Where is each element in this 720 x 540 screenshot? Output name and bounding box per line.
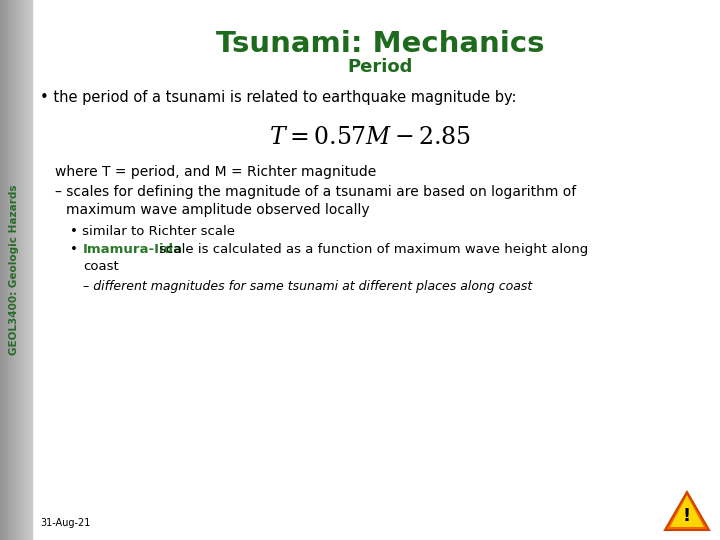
Bar bbox=[11, 0, 12, 540]
Text: 18: 18 bbox=[686, 518, 700, 528]
Bar bbox=[3, 0, 4, 540]
Bar bbox=[22, 0, 23, 540]
Text: $T = 0.57M - 2.85$: $T = 0.57M - 2.85$ bbox=[269, 125, 471, 149]
Bar bbox=[15, 0, 16, 540]
Bar bbox=[0, 0, 1, 540]
Bar bbox=[26, 0, 27, 540]
Bar bbox=[29, 0, 30, 540]
Bar bbox=[28, 0, 29, 540]
Bar bbox=[8, 0, 9, 540]
Bar bbox=[12, 0, 13, 540]
Text: Period: Period bbox=[347, 58, 413, 76]
Bar bbox=[14, 0, 15, 540]
Bar bbox=[4, 0, 5, 540]
Text: maximum wave amplitude observed locally: maximum wave amplitude observed locally bbox=[66, 203, 369, 217]
Bar bbox=[10, 0, 11, 540]
Bar bbox=[18, 0, 19, 540]
Bar bbox=[24, 0, 25, 540]
Text: • the period of a tsunami is related to earthquake magnitude by:: • the period of a tsunami is related to … bbox=[40, 90, 516, 105]
Text: •: • bbox=[70, 243, 82, 256]
Text: GEOL3400: Geologic Hazards: GEOL3400: Geologic Hazards bbox=[9, 185, 19, 355]
Text: 31-Aug-21: 31-Aug-21 bbox=[40, 518, 91, 528]
Bar bbox=[6, 0, 7, 540]
Bar bbox=[27, 0, 28, 540]
Bar bbox=[25, 0, 26, 540]
Bar bbox=[19, 0, 20, 540]
Text: !: ! bbox=[683, 507, 691, 524]
Text: – different magnitudes for same tsunami at different places along coast: – different magnitudes for same tsunami … bbox=[83, 280, 532, 293]
Text: • similar to Richter scale: • similar to Richter scale bbox=[70, 225, 235, 238]
Bar bbox=[9, 0, 10, 540]
Bar bbox=[23, 0, 24, 540]
Bar bbox=[1, 0, 2, 540]
Text: where T = period, and M = Richter magnitude: where T = period, and M = Richter magnit… bbox=[55, 165, 377, 179]
Bar bbox=[21, 0, 22, 540]
Bar bbox=[7, 0, 8, 540]
Bar bbox=[17, 0, 18, 540]
Text: – scales for defining the magnitude of a tsunami are based on logarithm of: – scales for defining the magnitude of a… bbox=[55, 185, 576, 199]
Text: Imamura-Iida: Imamura-Iida bbox=[83, 243, 183, 256]
Bar bbox=[16, 0, 17, 540]
Bar bbox=[31, 0, 32, 540]
Bar bbox=[20, 0, 21, 540]
Bar bbox=[2, 0, 3, 540]
Bar bbox=[5, 0, 6, 540]
Text: scale is calculated as a function of maximum wave height along: scale is calculated as a function of max… bbox=[155, 243, 588, 256]
Bar bbox=[30, 0, 31, 540]
Text: Tsunami: Mechanics: Tsunami: Mechanics bbox=[216, 30, 544, 58]
Polygon shape bbox=[665, 492, 709, 530]
Text: coast: coast bbox=[83, 260, 119, 273]
Polygon shape bbox=[670, 496, 704, 527]
Bar bbox=[13, 0, 14, 540]
